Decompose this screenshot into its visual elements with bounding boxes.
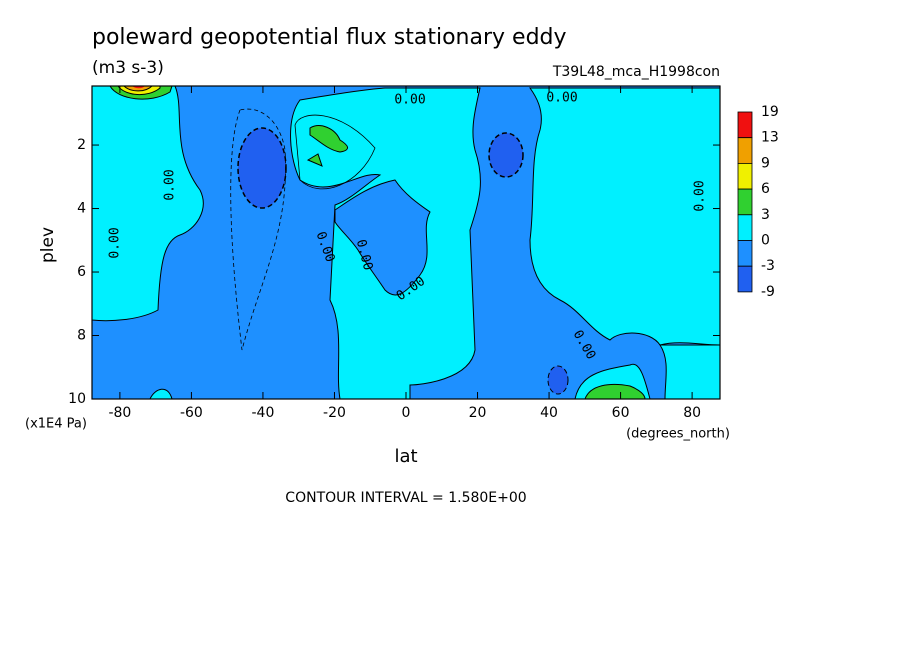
x-tick-label: 80 [683,405,701,421]
contour-fill [91,85,204,322]
colorbar-label: 13 [761,130,779,146]
contour-label: 0.00 [108,227,123,258]
contour-fill [584,383,646,400]
contour-fill [659,344,721,400]
colorbar-box [737,162,753,190]
x-axis-units: (degrees_north) [626,427,730,442]
colorbar-label: 3 [761,207,770,223]
x-tick-label: 0 [402,405,411,421]
colorbar-box [737,265,753,293]
x-tick-label: 40 [540,405,558,421]
x-tick-label: 20 [469,405,487,421]
colorbar-label: 19 [761,104,779,120]
colorbar-label: 9 [761,155,770,171]
contour-line [294,114,376,190]
y-tick-label: 8 [77,328,86,344]
colorbar-box [737,214,753,241]
colorbar-label: -9 [761,284,775,300]
colorbar-box [737,137,753,164]
y-axis-label: plev [38,227,58,263]
x-tick-label: -40 [252,405,275,421]
contour-line [230,108,286,351]
y-axis-units: (x1E4 Pa) [25,417,87,432]
chart-subtitle: (m3 s-3) [92,58,164,78]
colorbar-label: 0 [761,233,770,249]
colorbar-box [737,240,753,267]
colorbar-box [737,111,753,139]
colorbar-label: -3 [761,258,775,274]
x-tick-label: -80 [108,405,131,421]
contour-fill [306,153,323,167]
contour-fill [488,132,524,178]
footer: CONTOUR INTERVAL = 1.580E+00 [285,490,526,506]
contour-label: 0.00 [693,180,708,211]
y-tick-label: 4 [77,201,86,217]
x-tick-label: -60 [180,405,203,421]
x-axis-label: lat [394,446,417,467]
contour-fill [237,127,287,209]
contour-label: 0.00 [163,169,178,200]
contour-fill [309,125,348,153]
colorbar-box [737,188,753,216]
x-tick-label: 60 [612,405,630,421]
run-label: T39L48_mca_H1998con [552,64,720,80]
contour-fill [547,365,569,395]
colorbar-label: 6 [761,181,770,197]
contour-label: 0.00 [546,91,577,106]
x-tick-label: -20 [323,405,346,421]
contour-label: 0.00 [394,93,425,108]
plot-area: 0.00 0.00 0.00 0.00 0.00 0.00 0.00 0.00 … [91,85,721,400]
y-tick-label: 2 [77,137,86,153]
y-tick-label: 10 [68,391,86,407]
y-tick-label: 6 [77,264,86,280]
chart-title: poleward geopotential flux stationary ed… [92,25,567,50]
contour-fill [334,179,431,296]
